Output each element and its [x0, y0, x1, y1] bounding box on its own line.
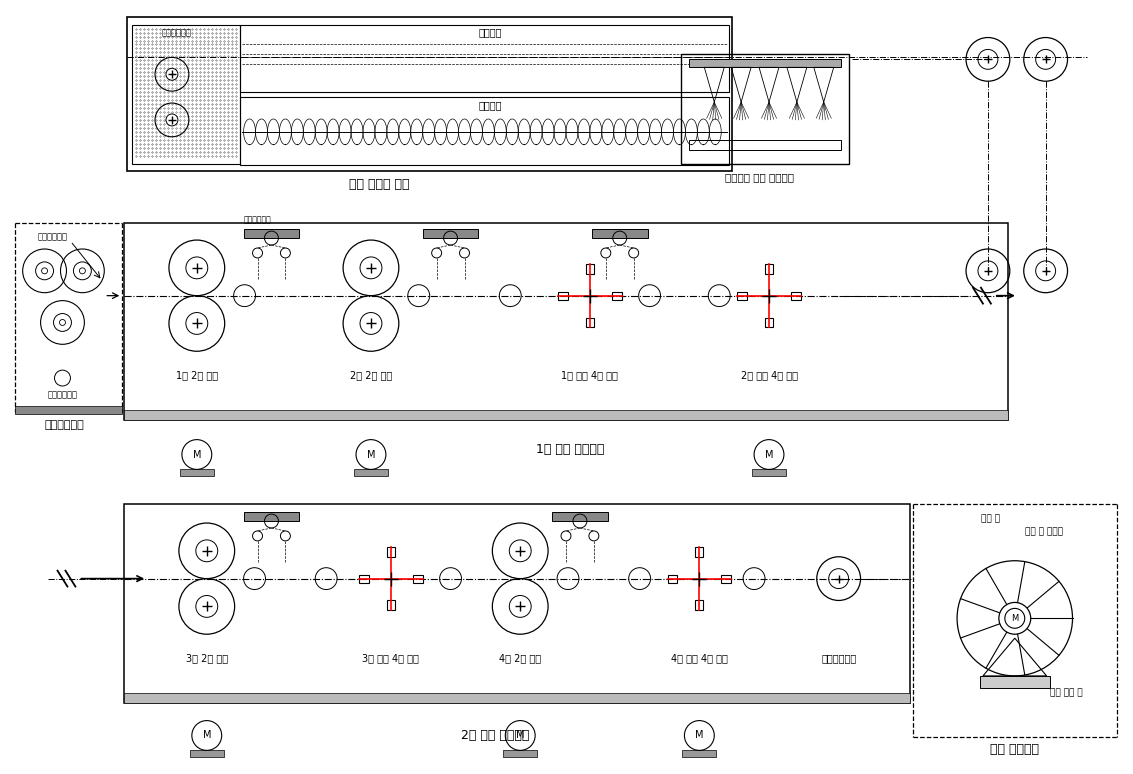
Bar [667, 574, 678, 583]
Text: M: M [193, 450, 201, 460]
Bar [591, 229, 648, 238]
Bar [125, 223, 1008, 420]
Bar [696, 547, 704, 557]
Text: 2차 이형 압연가공: 2차 이형 압연가공 [461, 729, 529, 742]
Bar [125, 504, 910, 703]
Bar [239, 97, 730, 165]
Bar [180, 469, 214, 476]
Bar [359, 574, 369, 583]
Text: 냉각장치: 냉각장치 [478, 28, 502, 38]
Bar [244, 512, 299, 521]
Text: 변색방지장치: 변색방지장치 [162, 28, 191, 37]
Bar [412, 574, 423, 583]
Bar [552, 512, 607, 521]
Circle shape [165, 68, 178, 80]
Bar [244, 229, 299, 238]
Circle shape [165, 114, 178, 126]
Text: 3차 만능 4롤 압연: 3차 만능 4롤 압연 [363, 653, 419, 663]
Bar [386, 601, 394, 611]
Bar [681, 54, 849, 163]
Text: 고압증기 분사 세척장치: 고압증기 분사 세척장치 [724, 173, 793, 183]
Text: 회전감지센서: 회전감지센서 [48, 390, 77, 399]
Bar [423, 229, 478, 238]
Text: 코아 휠: 코아 휠 [981, 515, 999, 523]
Bar [239, 25, 730, 92]
Text: 대형 열처리 장치: 대형 열처리 장치 [349, 178, 409, 191]
Bar [765, 317, 773, 327]
Bar [125, 410, 1008, 420]
Text: M: M [203, 731, 211, 741]
Bar [612, 292, 622, 300]
Bar [125, 693, 910, 703]
Bar [586, 317, 594, 327]
Bar [133, 25, 239, 163]
Bar [689, 140, 841, 149]
Bar [738, 292, 747, 300]
Text: 1차 이형 압연가공: 1차 이형 압연가공 [536, 443, 604, 456]
Bar [190, 750, 223, 757]
Text: 3차 2롤 압연: 3차 2롤 압연 [186, 653, 228, 663]
Text: 코아 휠 가이드: 코아 휠 가이드 [1024, 527, 1063, 536]
Bar [386, 547, 394, 557]
Text: M: M [695, 731, 704, 741]
Bar [682, 750, 716, 757]
Bar [127, 17, 732, 170]
Bar [353, 469, 387, 476]
Text: 대형 권취장치: 대형 권취장치 [990, 743, 1039, 756]
Bar [980, 676, 1049, 688]
Bar [689, 60, 841, 67]
Text: 2차 만능 4롤 압연: 2차 만능 4롤 압연 [741, 370, 798, 380]
Bar [752, 469, 786, 476]
Text: 2차 2롤 압연: 2차 2롤 압연 [350, 370, 392, 380]
Text: 당김구동롤러: 당김구동롤러 [821, 653, 857, 663]
Circle shape [999, 602, 1031, 634]
Text: M: M [765, 450, 773, 460]
Bar [586, 264, 594, 274]
Text: M: M [1011, 614, 1019, 623]
Text: 4차 만능 4롤 압연: 4차 만능 4롤 압연 [671, 653, 727, 663]
Text: 열처리로: 열처리로 [478, 100, 502, 110]
Text: 코아 고정 척: 코아 고정 척 [1049, 688, 1082, 697]
Bar [765, 264, 773, 274]
Text: 선재공급장치: 선재공급장치 [44, 420, 84, 430]
Bar [791, 292, 801, 300]
Bar [559, 292, 568, 300]
Text: M: M [516, 731, 525, 741]
Bar [722, 574, 731, 583]
Text: 텐션조절장치: 텐션조절장치 [244, 215, 271, 224]
Text: 1차 2롤 압연: 1차 2롤 압연 [176, 370, 218, 380]
Bar [15, 406, 122, 414]
Text: M: M [367, 450, 375, 460]
Text: 텐션감지센서: 텐션감지센서 [37, 232, 68, 241]
Text: 4차 2롤 압연: 4차 2롤 압연 [500, 653, 542, 663]
Bar [503, 750, 537, 757]
Bar [696, 601, 704, 611]
Text: 1차 만능 4롤 압연: 1차 만능 4롤 압연 [562, 370, 619, 380]
